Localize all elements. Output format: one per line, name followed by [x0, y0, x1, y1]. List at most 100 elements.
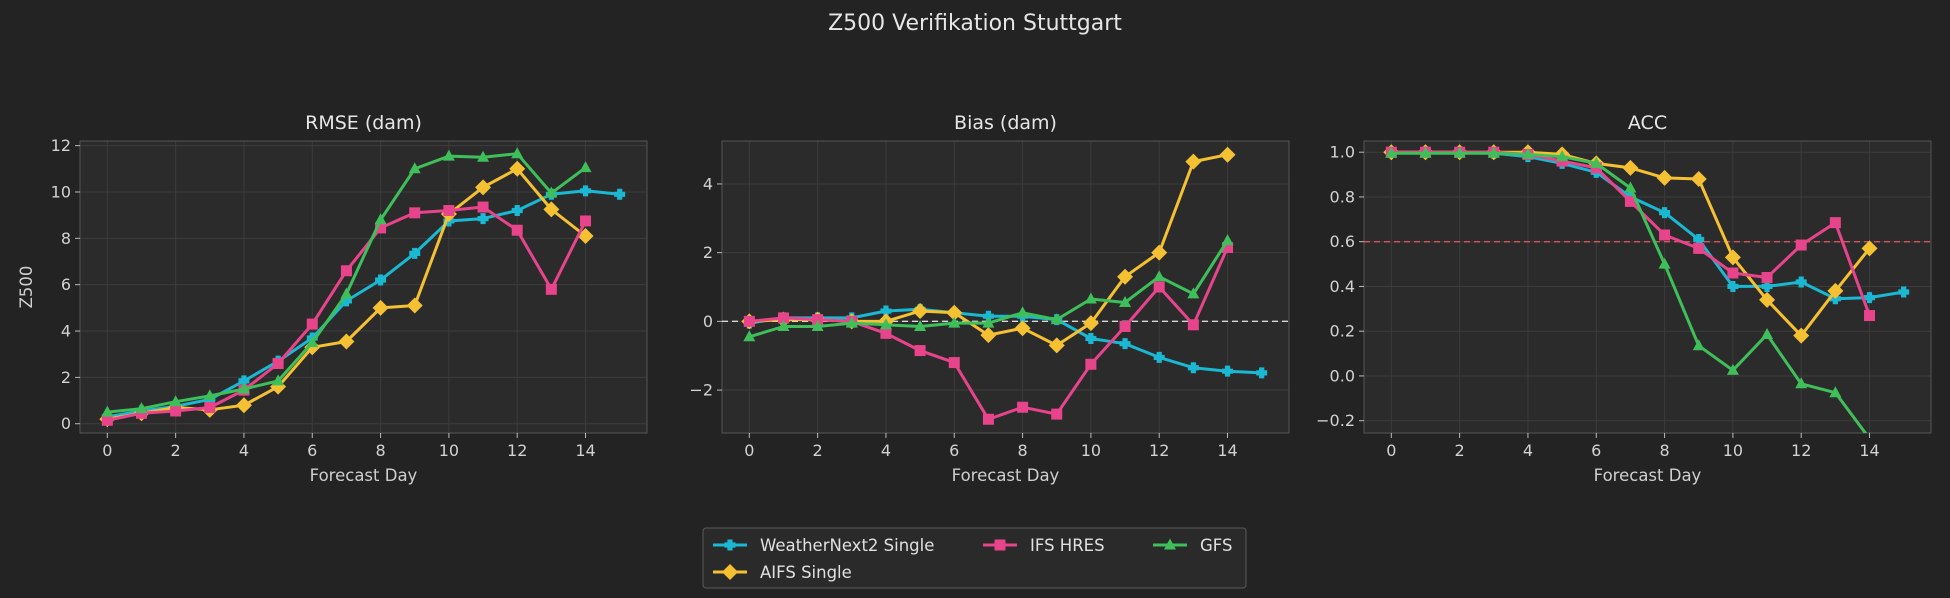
series-gfs	[101, 147, 592, 417]
data-point	[101, 414, 113, 426]
data-point	[743, 330, 756, 342]
data-point	[477, 150, 490, 162]
y-tick-label: 4	[703, 174, 713, 193]
legend-frame	[702, 527, 1247, 589]
series-layer	[741, 146, 1268, 425]
data-point	[1117, 268, 1134, 285]
data-point	[1829, 386, 1842, 398]
data-point	[1151, 244, 1168, 261]
x-tick-label: 8	[375, 441, 385, 460]
data-point	[1187, 362, 1199, 374]
x-tick-label: 0	[744, 441, 754, 460]
panel-title: Bias (dam)	[954, 112, 1057, 134]
data-point	[1256, 367, 1268, 379]
data-point	[777, 320, 790, 332]
data-point	[340, 265, 352, 277]
data-point	[375, 274, 387, 286]
data-point	[1119, 338, 1131, 350]
data-point	[1082, 315, 1099, 332]
data-point	[306, 336, 319, 348]
data-point	[1861, 240, 1878, 257]
data-point	[1017, 401, 1029, 413]
series-layer	[1383, 144, 1910, 433]
data-point	[1761, 280, 1773, 292]
data-point	[1727, 280, 1739, 292]
data-point	[235, 397, 252, 414]
data-point	[406, 297, 423, 314]
data-point	[1656, 169, 1673, 186]
data-point	[1014, 320, 1031, 337]
x-axis-label: Forecast Day	[1594, 466, 1702, 485]
data-point	[374, 213, 387, 225]
plot-frame	[1363, 140, 1932, 434]
series-line	[747, 307, 1264, 375]
x-tick-label: 8	[1017, 441, 1027, 460]
chart-panels: 0 2 4 6 8 10 12 14 0 2 4 6 8 10 12 RMSE (dam) Forecast D…	[17, 112, 1932, 485]
legend-item-gfs: GFS	[1153, 536, 1232, 555]
legend-marker	[722, 564, 738, 580]
data-point	[169, 395, 182, 407]
data-point	[948, 316, 961, 328]
data-point	[1051, 408, 1063, 420]
y-tick-label: 12	[51, 136, 71, 155]
data-point	[272, 357, 284, 369]
data-point	[1153, 270, 1166, 282]
data-point	[1222, 365, 1234, 377]
y-tick-label: 0.6	[1330, 232, 1355, 251]
data-point	[811, 320, 824, 332]
data-point	[1487, 146, 1500, 158]
y-tick-label: 2	[703, 243, 713, 262]
x-tick-label: 8	[1659, 441, 1669, 460]
x-tick-label: 14	[1217, 441, 1237, 460]
data-point	[1690, 171, 1707, 188]
chart-legend: WeatherNext2 Single IFS HRES GFS AIFS Singl…	[702, 527, 1247, 589]
data-point	[1659, 207, 1671, 219]
data-point	[1453, 146, 1466, 158]
x-tick-label: 2	[171, 441, 181, 460]
y-tick-label: 10	[51, 182, 71, 201]
data-point	[1659, 229, 1671, 241]
data-point	[1759, 291, 1776, 308]
data-point	[170, 405, 182, 417]
panel-acc: 0 2 4 6 8 10 12 14 −0.2 0.0 0.2 0.4 0.6 0.8 1.0 ACC Fore…	[1316, 112, 1932, 485]
data-point	[579, 161, 592, 173]
legend-label: GFS	[1200, 536, 1232, 555]
data-point	[982, 310, 994, 322]
data-point	[912, 303, 929, 320]
data-point	[475, 179, 492, 196]
data-point	[1590, 156, 1603, 168]
x-tick-label: 10	[1081, 441, 1101, 460]
data-point	[880, 305, 892, 317]
chart-suptitle: Z500 Verifikation Stuttgart	[828, 11, 1122, 36]
data-point	[1016, 306, 1029, 318]
data-point	[1521, 147, 1534, 159]
data-point	[1869, 432, 1871, 433]
series-layer	[99, 147, 626, 428]
data-point	[948, 357, 960, 369]
data-point	[1221, 234, 1234, 246]
panel-rmse-dam: 0 2 4 6 8 10 12 14 0 2 4 6 8 10 12 RMSE (dam) Forecast D…	[17, 112, 648, 485]
series-line	[105, 189, 622, 419]
data-point	[1727, 267, 1739, 279]
data-point	[1153, 281, 1165, 293]
data-point	[477, 213, 489, 225]
legend-item-ifs-hres: IFS HRES	[983, 536, 1105, 555]
data-point	[1624, 195, 1636, 207]
data-point	[1187, 319, 1199, 331]
series-gfs	[1385, 146, 1871, 433]
x-tick-label: 0	[102, 441, 112, 460]
data-point	[1827, 282, 1844, 299]
x-axis-label: Forecast Day	[310, 466, 418, 485]
x-tick-label: 12	[1791, 441, 1811, 460]
y-tick-label: 0.8	[1330, 187, 1355, 206]
data-point	[1119, 321, 1131, 333]
x-tick-label: 10	[439, 441, 459, 460]
panel-title: ACC	[1628, 112, 1667, 134]
data-point	[914, 320, 927, 332]
x-tick-label: 2	[813, 441, 823, 460]
legend-label: IFS HRES	[1030, 536, 1105, 555]
data-point	[982, 413, 994, 425]
data-point	[1556, 150, 1569, 162]
y-tick-label: 0.2	[1330, 322, 1355, 341]
y-tick-label: 0.0	[1330, 366, 1355, 385]
